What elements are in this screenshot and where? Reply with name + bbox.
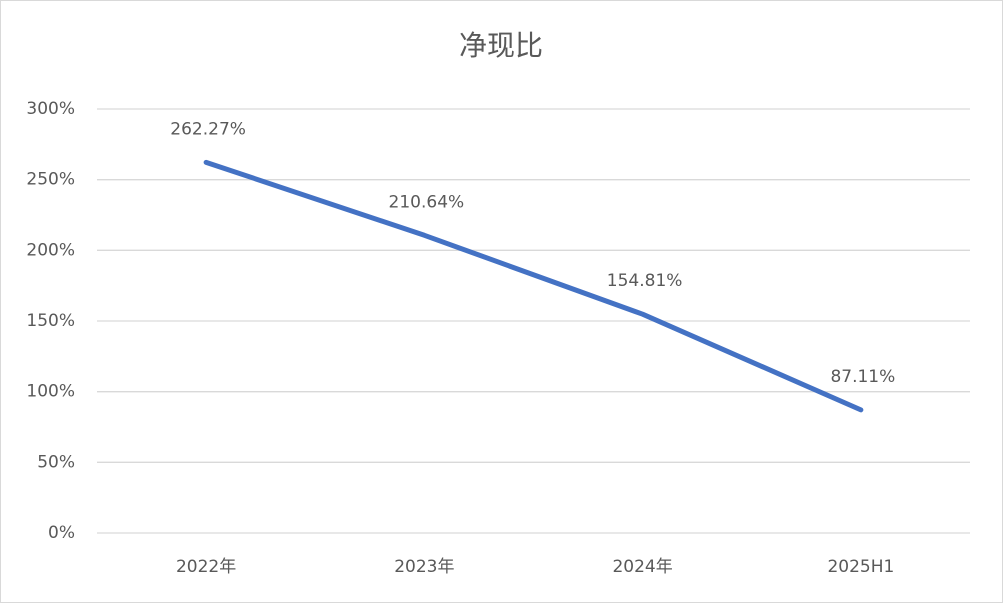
chart-title: 净现比	[459, 29, 543, 62]
y-tick-label: 150%	[26, 311, 75, 331]
y-tick-label: 250%	[26, 170, 75, 190]
x-tick-label: 2025H1	[827, 557, 894, 577]
x-tick-label: 2024年	[612, 557, 672, 577]
y-tick-label: 50%	[37, 452, 75, 472]
data-label: 210.64%	[389, 192, 465, 212]
y-tick-label: 300%	[26, 99, 75, 119]
data-label: 87.11%	[830, 367, 895, 387]
series-line	[203, 159, 864, 413]
x-tick-label: 2023年	[394, 557, 454, 577]
y-tick-label: 200%	[26, 240, 75, 260]
data-label: 154.81%	[607, 271, 683, 291]
x-tick-label: 2022年	[176, 557, 236, 577]
y-tick-label: 100%	[26, 382, 75, 402]
y-tick-label: 0%	[48, 523, 75, 543]
data-label: 262.27%	[170, 119, 246, 139]
